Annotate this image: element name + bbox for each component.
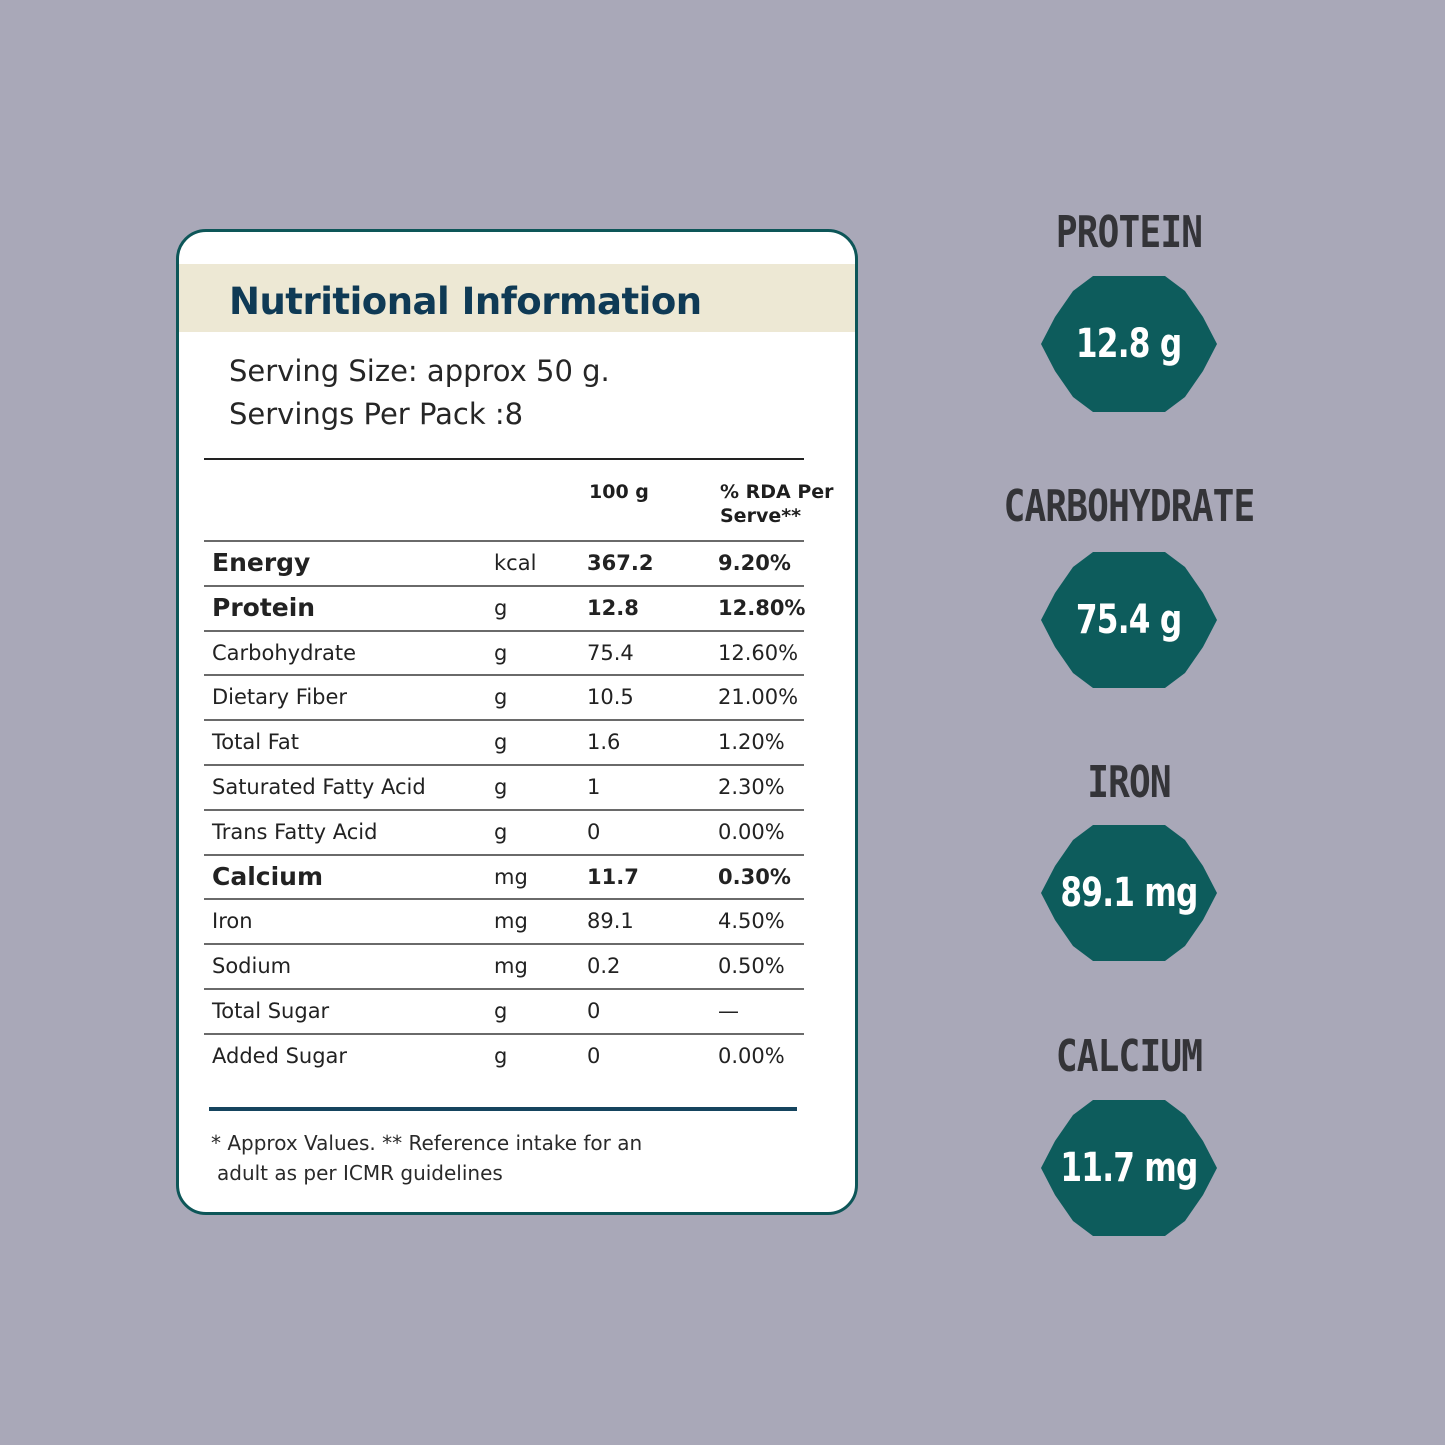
table-row: Carbohydrate g 75.4 12.60% <box>204 629 804 674</box>
column-header-rda: % RDA Per Serve** <box>720 480 834 528</box>
nutrient-name: Added Sugar <box>212 1043 348 1068</box>
nutrient-rda: 9.20% <box>718 551 791 575</box>
table-row: Total Fat g 1.6 1.20% <box>204 719 804 763</box>
nutrient-value: 1.6 <box>587 730 621 755</box>
table-row: Sodium mg 0.2 0.50% <box>204 943 804 987</box>
highlight-label: IRON <box>1087 757 1171 808</box>
nutrient-name: Carbohydrate <box>212 640 357 665</box>
nutrient-rda: 0.30% <box>718 864 791 889</box>
nutrient-value: 89.1 <box>587 909 634 934</box>
table-row: Calcium mg 11.7 0.30% <box>204 853 804 898</box>
nutrient-rda: 21.00% <box>718 685 799 710</box>
nutrient-value: 1 <box>587 775 601 799</box>
column-header-rda-line1: % RDA Per <box>720 481 834 503</box>
nutrient-name: Total Fat <box>212 730 299 755</box>
badge-shape <box>1041 825 1217 961</box>
table-row: Saturated Fatty Acid g 1 2.30% <box>204 764 804 808</box>
nutrient-value: 11.7 <box>587 864 639 889</box>
nutrient-unit: mg <box>494 864 528 889</box>
table-row: Iron mg 89.1 4.50% <box>204 898 804 942</box>
nutrient-unit: g <box>494 730 508 755</box>
nutrient-value: 10.5 <box>587 685 634 710</box>
nutrient-unit: g <box>494 819 508 844</box>
badge-shape <box>1041 1100 1217 1236</box>
highlight-badge: 11.7 mg <box>1041 1100 1217 1236</box>
nutrient-value: 0 <box>587 819 601 844</box>
badge-shape <box>1041 552 1217 688</box>
nutrient-rda: 12.80% <box>718 595 806 620</box>
nutrient-value: 75.4 <box>587 640 634 665</box>
nutrient-rda: 0.50% <box>718 954 785 979</box>
nutrient-value: 0 <box>587 1043 601 1068</box>
nutrient-unit: g <box>494 1043 508 1068</box>
nutrient-rda: — <box>718 999 739 1023</box>
table-row: Total Sugar g 0 — <box>204 988 804 1032</box>
nutrition-title: Nutritional Information <box>229 280 702 323</box>
nutrient-rda: 2.30% <box>718 775 785 799</box>
nutrient-unit: g <box>494 640 508 665</box>
nutrient-name: Dietary Fiber <box>212 685 348 710</box>
highlight-value-wrap: 12.8 g <box>1041 276 1217 412</box>
highlight-value-wrap: 11.7 mg <box>1041 1100 1217 1236</box>
table-row: Trans Fatty Acid g 0 0.00% <box>204 808 804 853</box>
highlight-value: 89.1 mg <box>1060 870 1198 916</box>
serving-info: Serving Size: approx 50 g. Servings Per … <box>229 350 610 436</box>
nutrient-unit: g <box>494 685 508 710</box>
servings-per-pack: Servings Per Pack :8 <box>229 397 524 431</box>
nutrient-value: 0 <box>587 999 601 1023</box>
column-header-rda-line2: Serve** <box>720 505 802 527</box>
nutrient-value: 0.2 <box>587 954 621 979</box>
footnote-line1: * Approx Values. ** Reference intake for… <box>211 1131 643 1155</box>
nutrient-name: Protein <box>212 592 316 622</box>
nutrient-value: 12.8 <box>587 595 639 620</box>
nutrient-name: Saturated Fatty Acid <box>212 775 426 799</box>
table-bottom-rule <box>209 1107 797 1111</box>
nutrient-unit: mg <box>494 909 528 934</box>
badge-shape <box>1041 276 1217 412</box>
table-top-rule <box>204 458 804 460</box>
title-band <box>179 264 855 332</box>
highlight-badge: 75.4 g <box>1041 552 1217 688</box>
highlight-label: CALCIUM <box>1055 1031 1203 1082</box>
nutrient-value: 367.2 <box>587 551 654 575</box>
nutrient-rda: 0.00% <box>718 819 785 844</box>
nutrient-unit: g <box>494 775 508 799</box>
highlight-value: 11.7 mg <box>1060 1145 1198 1191</box>
column-header-per-100g: 100 g <box>589 481 649 503</box>
table-row: Protein g 12.8 12.80% <box>204 584 806 629</box>
highlight-value-wrap: 89.1 mg <box>1041 825 1217 961</box>
nutrient-rda: 4.50% <box>718 909 785 934</box>
serving-size: Serving Size: approx 50 g. <box>229 354 610 388</box>
highlight-value-wrap: 75.4 g <box>1041 552 1217 688</box>
table-row: Added Sugar g 0 0.00% <box>204 1032 804 1077</box>
highlight-label: CARBOHYDRATE <box>1003 481 1256 532</box>
highlight-badge: 89.1 mg <box>1041 825 1217 961</box>
nutrient-rda: 1.20% <box>718 730 785 755</box>
nutrient-unit: kcal <box>494 551 537 575</box>
nutrient-rda: 0.00% <box>718 1043 785 1068</box>
highlight-label: PROTEIN <box>1055 207 1203 258</box>
table-row: Dietary Fiber g 10.5 21.00% <box>204 674 804 718</box>
nutrient-name: Energy <box>212 548 311 577</box>
nutrient-rda: 12.60% <box>718 640 799 665</box>
nutrient-unit: g <box>494 999 508 1023</box>
nutrient-name: Iron <box>212 909 253 934</box>
nutrient-unit: g <box>494 595 508 620</box>
nutrient-unit: mg <box>494 954 528 979</box>
nutrient-name: Trans Fatty Acid <box>212 819 378 844</box>
footnote: * Approx Values. ** Reference intake for… <box>211 1128 642 1188</box>
nutrient-name: Calcium <box>212 861 324 891</box>
highlight-badge: 12.8 g <box>1041 276 1217 412</box>
highlight-value: 75.4 g <box>1076 597 1182 643</box>
nutrition-label-card: Nutritional Information Serving Size: ap… <box>176 229 858 1215</box>
nutrient-name: Sodium <box>212 954 292 979</box>
nutrient-name: Total Sugar <box>212 999 330 1023</box>
footnote-line2: adult as per ICMR guidelines <box>217 1161 503 1185</box>
table-row: Energy kcal 367.2 9.20% <box>204 540 804 584</box>
highlight-value: 12.8 g <box>1076 321 1182 367</box>
